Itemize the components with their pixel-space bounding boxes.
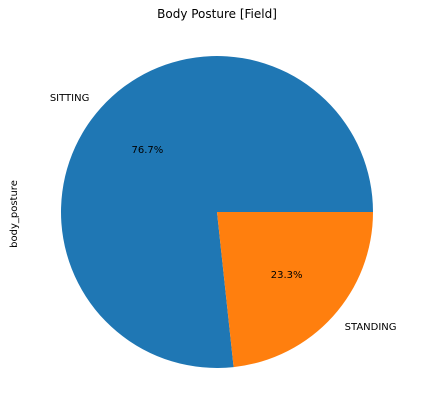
pie-labels: SITTING 76.7% STANDING 23.3% (50, 93, 397, 333)
slice-label-standing: STANDING (345, 322, 397, 333)
slice-percent-standing: 23.3% (271, 270, 303, 281)
chart-title: Body Posture [Field] (157, 7, 277, 21)
pie-slice-standing (217, 212, 374, 368)
slice-percent-sitting: 76.7% (131, 145, 163, 156)
slice-label-sitting: SITTING (50, 93, 90, 104)
y-axis-label: body_posture (9, 180, 20, 248)
pie-slice-sitting (61, 56, 374, 368)
pie-slices (61, 56, 374, 368)
